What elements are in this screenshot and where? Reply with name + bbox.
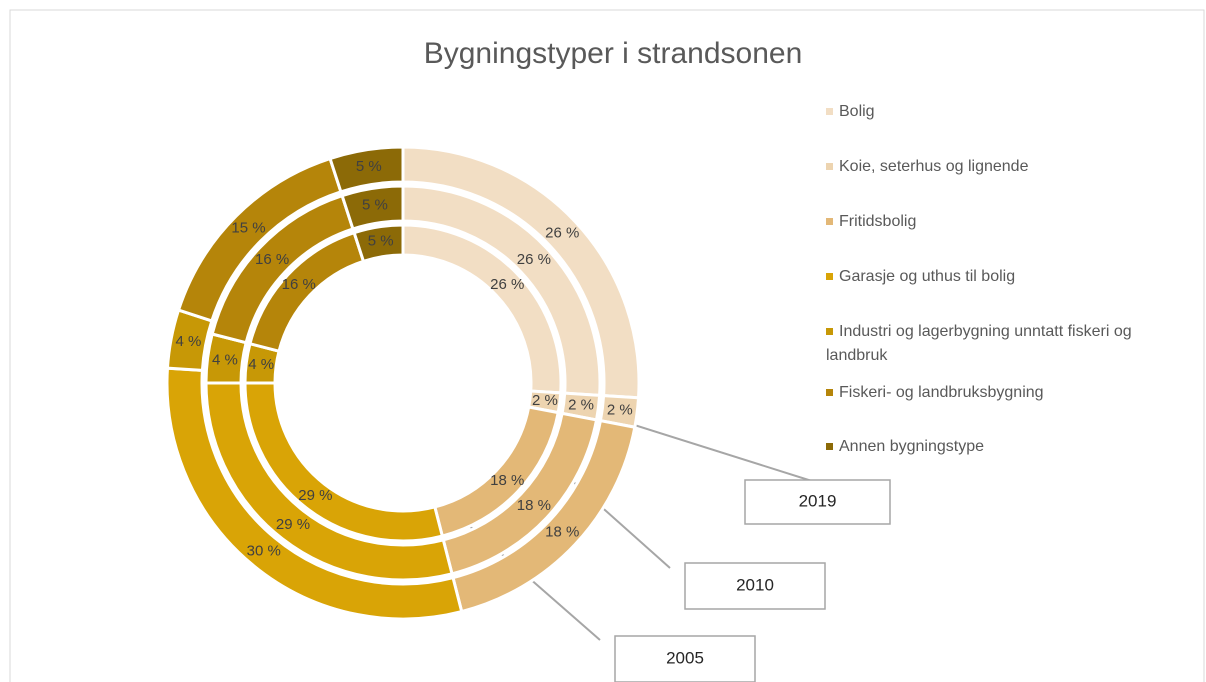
data-label: 4 %	[248, 356, 274, 373]
legend-label: Bolig	[839, 103, 875, 120]
data-label: 30 %	[247, 542, 281, 559]
data-label: 2 %	[607, 401, 633, 418]
legend-swatch	[826, 218, 833, 226]
legend-label: Koie, seterhus og lignende	[839, 158, 1029, 175]
callout-line	[624, 421, 816, 483]
legend-label: Fritidsbolig	[839, 213, 917, 230]
legend-label: Industri og lagerbygning unntatt fiskeri…	[826, 323, 1132, 364]
legend-item: Fiskeri- og landbruksbygning	[826, 381, 1196, 405]
data-label: 15 %	[231, 219, 265, 236]
legend-label: Fiskeri- og landbruksbygning	[839, 384, 1044, 401]
data-label: 18 %	[545, 524, 579, 541]
legend-swatch	[826, 108, 833, 116]
legend-swatch	[826, 163, 833, 171]
data-label: 2 %	[532, 392, 558, 409]
data-label: 4 %	[175, 333, 201, 350]
data-label: 18 %	[490, 472, 524, 489]
callout-label: 2005	[666, 648, 704, 667]
data-label: 29 %	[276, 516, 310, 533]
data-label: 16 %	[255, 251, 289, 268]
legend-item: Industri og lagerbygning unntatt fiskeri…	[826, 320, 1196, 368]
data-label: 5 %	[362, 197, 388, 214]
donut-segment	[340, 184, 405, 231]
data-label: 26 %	[490, 276, 524, 293]
donut-segment	[328, 145, 405, 194]
data-label: 16 %	[282, 276, 316, 293]
legend-item: Annen bygningstype	[826, 435, 1196, 459]
data-label: 5 %	[356, 158, 382, 175]
donut-segment	[352, 223, 405, 264]
legend-item: Koie, seterhus og lignende	[826, 155, 1196, 179]
data-label: 2 %	[568, 396, 594, 413]
data-label: 26 %	[517, 251, 551, 268]
legend-swatch	[826, 443, 833, 451]
callout-box	[684, 562, 826, 610]
legend-label: Annen bygningstype	[839, 438, 984, 455]
legend-label: Garasje og uthus til bolig	[839, 268, 1016, 285]
chart-title: Bygningstyper i strandsonen	[424, 37, 803, 70]
legend-item: Bolig	[826, 100, 1196, 124]
callout-box	[614, 635, 756, 682]
data-label: 4 %	[212, 351, 238, 368]
legend-swatch	[826, 389, 833, 397]
legend-swatch	[826, 273, 833, 281]
chart-border	[9, 9, 1205, 682]
data-label: 29 %	[298, 487, 332, 504]
legend-item: Garasje og uthus til bolig	[826, 265, 1196, 289]
callout-box	[744, 479, 891, 525]
data-label: 18 %	[517, 497, 551, 514]
data-label: 5 %	[368, 233, 394, 250]
callout-label: 2019	[799, 491, 837, 510]
data-label: 26 %	[545, 224, 579, 241]
legend-item: Fritidsbolig	[826, 210, 1196, 234]
callout-label: 2010	[736, 575, 774, 594]
legend-swatch	[826, 328, 833, 336]
